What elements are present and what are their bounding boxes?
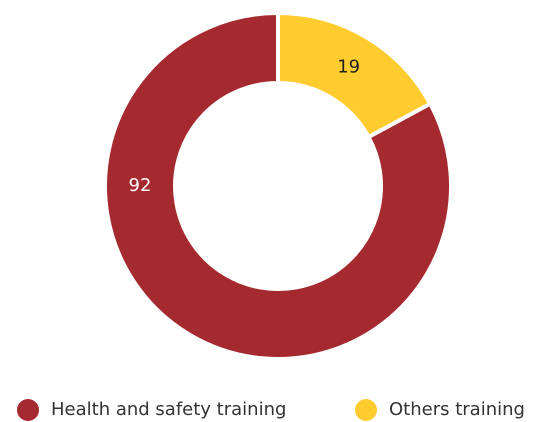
data-label: 19: [337, 56, 360, 77]
data-label: 92: [129, 175, 152, 196]
legend-label: Others training: [389, 399, 525, 420]
legend-swatch: [355, 399, 377, 421]
donut-slice: [103, 10, 453, 361]
legend-swatch: [17, 399, 39, 421]
legend-label: Health and safety training: [51, 399, 286, 420]
